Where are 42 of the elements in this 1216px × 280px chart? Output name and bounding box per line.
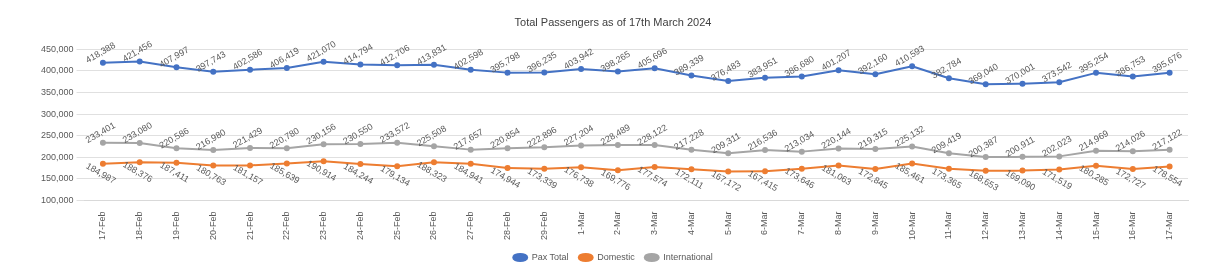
x-tick-label: 28-Feb — [502, 211, 513, 241]
x-tick-label: 19-Feb — [170, 211, 181, 241]
x-tick-label: 4-Mar — [685, 211, 696, 235]
x-tick-label: 12-Mar — [980, 211, 991, 240]
x-tick-label: 14-Mar — [1053, 211, 1064, 240]
x-tick-label: 25-Feb — [391, 211, 402, 241]
x-tick-label: 21-Feb — [244, 211, 255, 241]
x-tick-label: 5-Mar — [722, 211, 733, 235]
x-tick-label: 24-Feb — [354, 211, 365, 241]
chart-title: Total Passengers as of 17th March 2024 — [514, 15, 712, 28]
x-tick-label: 1-Mar — [575, 211, 586, 235]
x-tick-label: 13-Mar — [1016, 211, 1027, 240]
x-tick-label: 2-Mar — [612, 211, 623, 235]
x-tick-label: 3-Mar — [649, 211, 660, 235]
x-tick-label: 7-Mar — [796, 211, 807, 235]
x-tick-label: 27-Feb — [465, 211, 476, 241]
x-tick-label: 17-Mar — [1164, 211, 1175, 240]
y-tick-label: 450,000 — [40, 43, 74, 54]
x-tick-label: 6-Mar — [759, 211, 770, 235]
x-tick-label: 23-Feb — [318, 211, 329, 241]
y-tick-label: 200,000 — [40, 151, 74, 162]
x-tick-label: 26-Feb — [428, 211, 439, 241]
legend-label: International — [663, 251, 713, 262]
x-tick-label: 10-Mar — [906, 211, 917, 240]
y-tick-label: 150,000 — [40, 173, 74, 184]
x-tick-label: 11-Mar — [943, 211, 954, 240]
y-tick-label: 300,000 — [40, 108, 74, 119]
x-tick-label: 22-Feb — [281, 211, 292, 241]
x-tick-label: 29-Feb — [538, 211, 549, 241]
y-tick-label: 400,000 — [40, 65, 74, 76]
x-tick-label: 15-Mar — [1090, 211, 1101, 240]
x-tick-label: 20-Feb — [207, 211, 218, 241]
x-tick-label: 16-Mar — [1127, 211, 1138, 240]
x-tick-label: 8-Mar — [833, 211, 844, 235]
x-tick-label: 9-Mar — [869, 211, 880, 235]
x-tick-label: 18-Feb — [134, 211, 145, 241]
legend-label: Pax Total — [531, 251, 569, 262]
x-tick-label: 17-Feb — [97, 211, 108, 241]
y-tick-label: 350,000 — [40, 86, 74, 97]
legend-label: Domestic — [597, 251, 636, 262]
y-tick-label: 250,000 — [40, 130, 74, 141]
y-tick-label: 100,000 — [40, 194, 74, 205]
